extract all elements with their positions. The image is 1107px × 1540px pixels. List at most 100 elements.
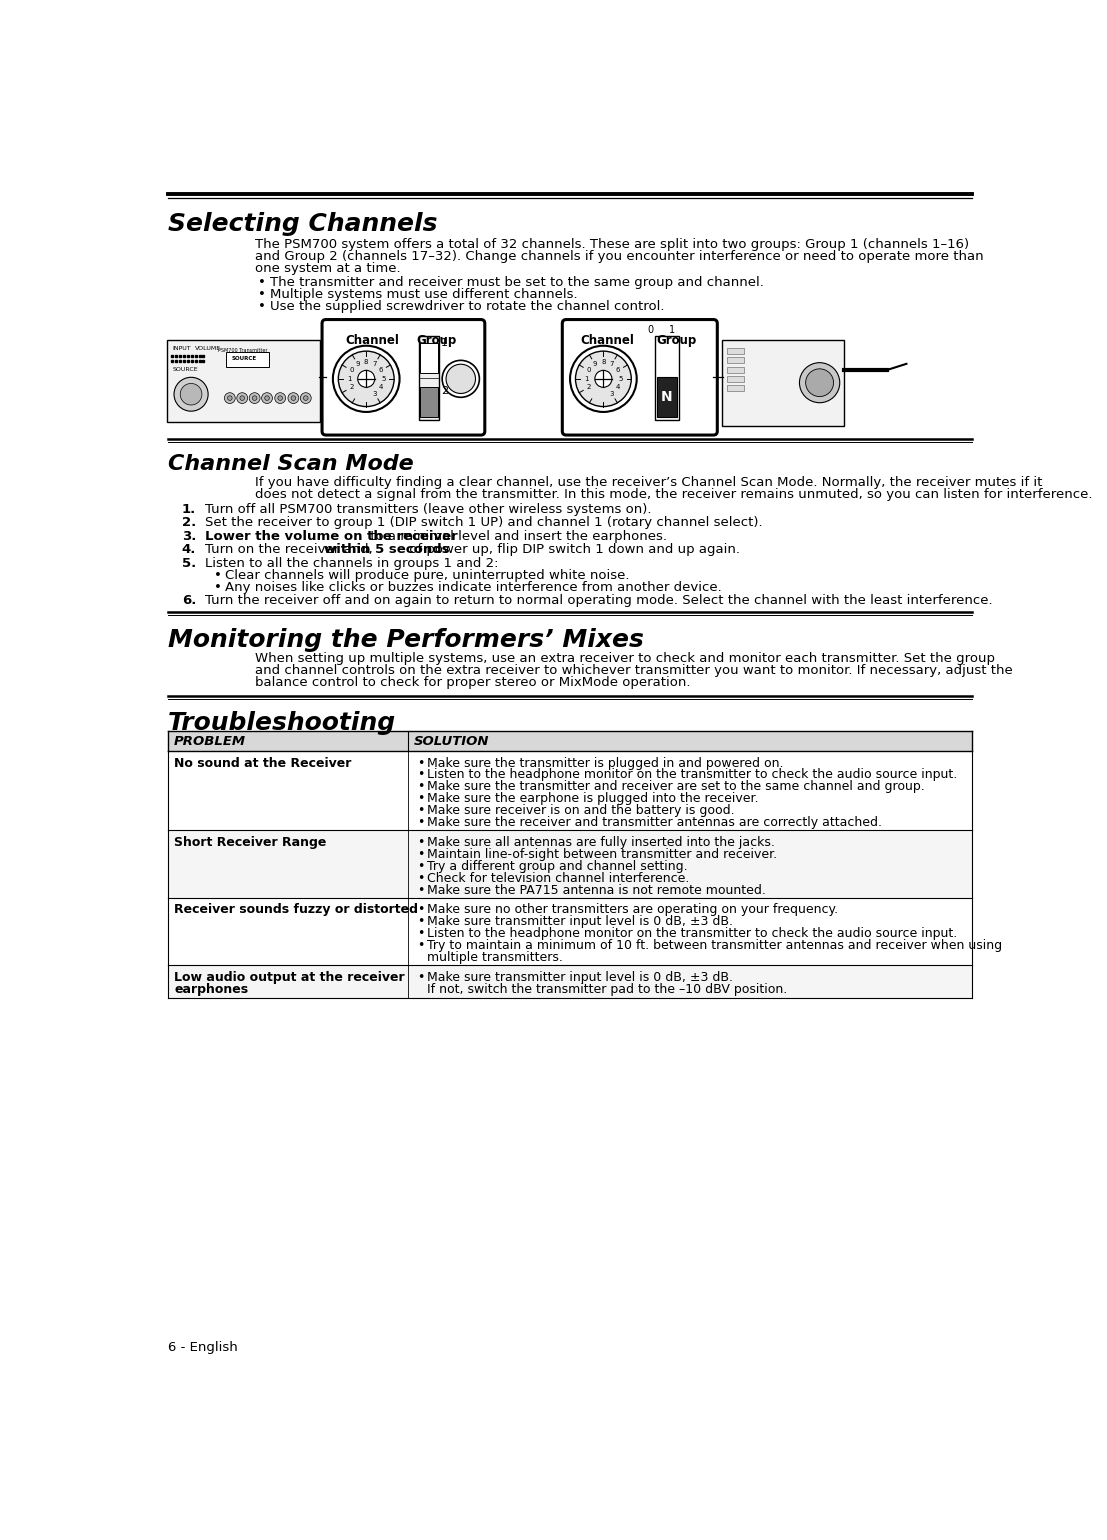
Text: 6.: 6. xyxy=(182,594,196,607)
FancyBboxPatch shape xyxy=(322,319,485,434)
Text: 1: 1 xyxy=(669,325,674,334)
Circle shape xyxy=(225,393,236,403)
Text: Try a different group and channel setting.: Try a different group and channel settin… xyxy=(426,859,687,873)
Text: 3.: 3. xyxy=(182,530,196,542)
Circle shape xyxy=(300,393,311,403)
Text: 0: 0 xyxy=(648,325,654,334)
Circle shape xyxy=(249,393,260,403)
Text: 8: 8 xyxy=(364,359,369,365)
Text: If you have difficulty finding a clear channel, use the receiver’s Channel Scan : If you have difficulty finding a clear c… xyxy=(255,476,1042,488)
Text: Turn on the receiver and,: Turn on the receiver and, xyxy=(205,544,377,556)
Text: Monitoring the Performers’ Mixes: Monitoring the Performers’ Mixes xyxy=(168,628,643,651)
Text: 4: 4 xyxy=(615,385,620,390)
Text: balance control to check for proper stereo or MixMode operation.: balance control to check for proper ster… xyxy=(255,676,690,688)
Text: Set the receiver to group 1 (DIP switch 1 UP) and channel 1 (rotary channel sele: Set the receiver to group 1 (DIP switch … xyxy=(205,516,763,530)
Text: and channel controls on the extra receiver to whichever transmitter you want to : and channel controls on the extra receiv… xyxy=(255,664,1013,678)
Text: Make sure transmitter input level is 0 dB, ±3 dB.: Make sure transmitter input level is 0 d… xyxy=(426,970,733,984)
Text: •: • xyxy=(417,768,425,781)
Circle shape xyxy=(446,363,476,393)
Bar xyxy=(421,343,437,373)
Circle shape xyxy=(237,393,248,403)
Text: does not detect a signal from the transmitter. In this mode, the receiver remain: does not detect a signal from the transm… xyxy=(255,488,1093,500)
Text: •: • xyxy=(259,276,267,290)
Text: Any noises like clicks or buzzes indicate interference from another device.: Any noises like clicks or buzzes indicat… xyxy=(225,581,722,593)
Text: Make sure the receiver and transmitter antennas are correctly attached.: Make sure the receiver and transmitter a… xyxy=(426,816,881,829)
Text: 6: 6 xyxy=(615,368,620,373)
Circle shape xyxy=(570,345,637,411)
Circle shape xyxy=(174,377,208,411)
Text: Make sure no other transmitters are operating on your frequency.: Make sure no other transmitters are oper… xyxy=(426,902,838,916)
Text: •: • xyxy=(417,884,425,896)
Text: of power up, flip DIP switch 1 down and up again.: of power up, flip DIP switch 1 down and … xyxy=(405,544,739,556)
FancyBboxPatch shape xyxy=(167,339,320,422)
Text: •: • xyxy=(215,568,223,582)
Text: multiple transmitters.: multiple transmitters. xyxy=(426,950,562,964)
Text: •: • xyxy=(417,939,425,952)
Bar xyxy=(168,732,972,752)
Text: Listen to the headphone monitor on the transmitter to check the audio source inp: Listen to the headphone monitor on the t… xyxy=(426,927,956,939)
Text: to a minimal level and insert the earphones.: to a minimal level and insert the earpho… xyxy=(366,530,668,542)
Text: Make sure the earphone is plugged into the receiver.: Make sure the earphone is plugged into t… xyxy=(426,792,758,805)
Circle shape xyxy=(275,393,286,403)
Text: 1.: 1. xyxy=(182,502,196,516)
Text: 3: 3 xyxy=(372,391,377,396)
Text: •: • xyxy=(417,756,425,770)
Text: 3: 3 xyxy=(610,391,614,396)
Text: If not, switch the transmitter pad to the –10 dBV position.: If not, switch the transmitter pad to th… xyxy=(426,983,787,995)
Text: Listen to the headphone monitor on the transmitter to check the audio source inp: Listen to the headphone monitor on the t… xyxy=(426,768,956,781)
Text: Turn the receiver off and on again to return to normal operating mode. Select th: Turn the receiver off and on again to re… xyxy=(205,594,993,607)
Text: The PSM700 system offers a total of 32 channels. These are split into two groups: The PSM700 system offers a total of 32 c… xyxy=(255,237,969,251)
Text: Maintain line-of-sight between transmitter and receiver.: Maintain line-of-sight between transmitt… xyxy=(426,847,777,861)
Text: •: • xyxy=(417,970,425,984)
Bar xyxy=(168,752,972,830)
Text: Low audio output at the receiver: Low audio output at the receiver xyxy=(174,970,405,984)
Text: •: • xyxy=(417,836,425,849)
Text: Troubleshooting: Troubleshooting xyxy=(168,711,396,735)
Bar xyxy=(226,351,269,367)
Text: Make sure the transmitter and receiver are set to the same channel and group.: Make sure the transmitter and receiver a… xyxy=(426,781,924,793)
Circle shape xyxy=(240,396,245,400)
Text: 7: 7 xyxy=(372,362,377,367)
Text: Use the supplied screwdriver to rotate the channel control.: Use the supplied screwdriver to rotate t… xyxy=(270,300,664,313)
Text: Channel Scan Mode: Channel Scan Mode xyxy=(168,454,414,474)
Text: Turn off all PSM700 transmitters (leave other wireless systems on).: Turn off all PSM700 transmitters (leave … xyxy=(205,502,652,516)
Text: 6 - English: 6 - English xyxy=(168,1341,238,1354)
Text: and Group 2 (channels 17–32). Change channels if you encounter interference or n: and Group 2 (channels 17–32). Change cha… xyxy=(255,249,983,263)
Text: •: • xyxy=(417,902,425,916)
Circle shape xyxy=(576,351,631,407)
Text: •: • xyxy=(417,792,425,805)
Text: •: • xyxy=(417,847,425,861)
Text: •: • xyxy=(259,300,267,313)
Circle shape xyxy=(339,351,394,407)
Text: Lower the volume on the receiver: Lower the volume on the receiver xyxy=(205,530,458,542)
Text: 2: 2 xyxy=(441,385,447,396)
Text: 5: 5 xyxy=(618,376,622,382)
Text: •: • xyxy=(417,872,425,884)
Circle shape xyxy=(252,396,257,400)
Circle shape xyxy=(278,396,282,400)
Text: 0: 0 xyxy=(349,368,354,373)
Text: SOURCE: SOURCE xyxy=(173,367,198,373)
Circle shape xyxy=(265,396,269,400)
Text: Try to maintain a minimum of 10 ft. between transmitter antennas and receiver wh: Try to maintain a minimum of 10 ft. betw… xyxy=(426,939,1002,952)
Text: When setting up multiple systems, use an extra receiver to check and monitor eac: When setting up multiple systems, use an… xyxy=(255,653,994,665)
Text: Channel: Channel xyxy=(580,334,634,346)
Text: N: N xyxy=(661,390,673,405)
Text: 2: 2 xyxy=(587,385,591,390)
Text: •: • xyxy=(417,816,425,829)
Text: Receiver sounds fuzzy or distorted: Receiver sounds fuzzy or distorted xyxy=(174,902,418,916)
Text: •: • xyxy=(417,927,425,939)
Bar xyxy=(421,388,437,417)
Text: Make sure the PA715 antenna is not remote mounted.: Make sure the PA715 antenna is not remot… xyxy=(426,884,766,896)
Bar xyxy=(726,376,744,382)
Text: Multiple systems must use different channels.: Multiple systems must use different chan… xyxy=(270,288,578,300)
Text: PSM700 Transmitter: PSM700 Transmitter xyxy=(218,348,268,353)
Text: The transmitter and receiver must be set to the same group and channel.: The transmitter and receiver must be set… xyxy=(270,276,764,290)
Circle shape xyxy=(442,360,479,397)
Text: 0: 0 xyxy=(587,368,591,373)
Text: 2: 2 xyxy=(350,385,353,390)
Text: 6: 6 xyxy=(379,368,383,373)
Text: •: • xyxy=(417,915,425,929)
Text: Short Receiver Range: Short Receiver Range xyxy=(174,836,327,849)
Text: earphones: earphones xyxy=(174,983,248,995)
